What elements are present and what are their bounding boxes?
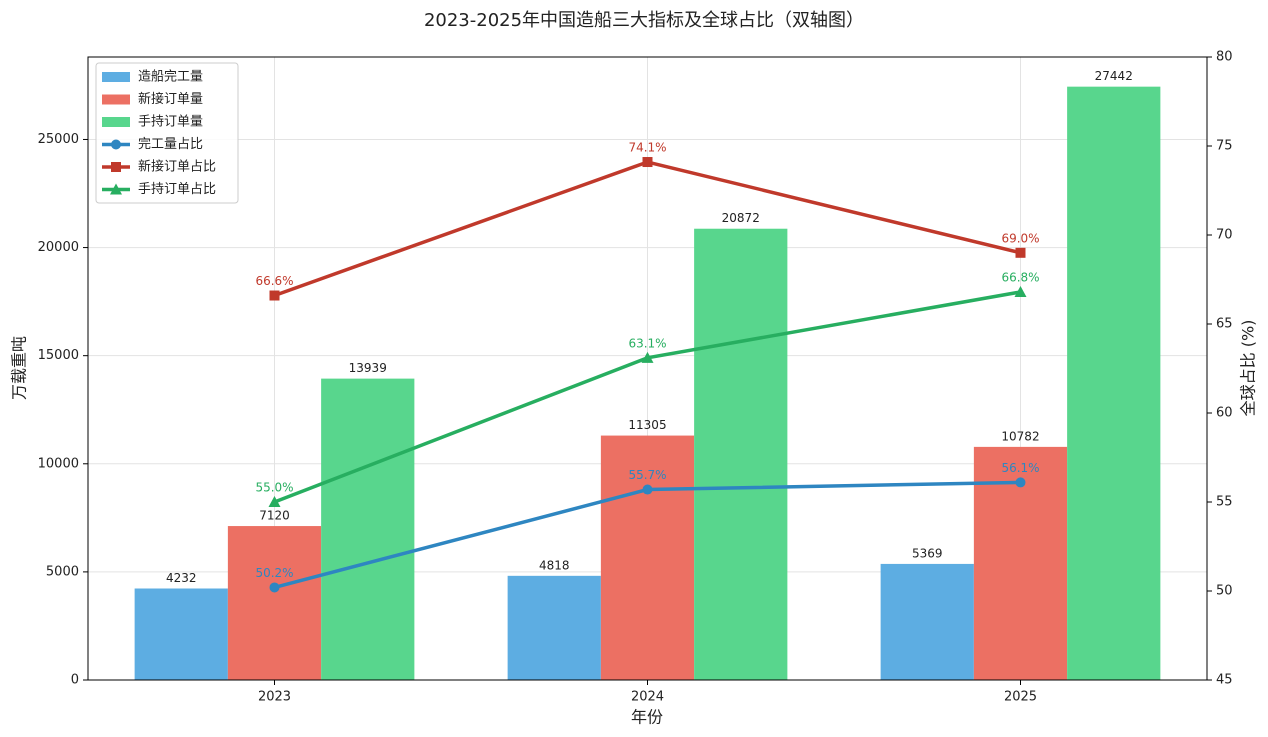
x-tick-label: 2023 [258,690,291,705]
bar [694,228,788,681]
y2-tick-label: 45 [1216,673,1233,688]
bar-value-label: 7120 [259,509,290,523]
bar-value-label: 20872 [722,211,760,225]
legend-label: 新接订单量 [138,91,203,107]
y2-tick-label: 80 [1216,50,1233,65]
legend-swatch [102,72,130,82]
bar [134,588,228,680]
y2-tick-label: 75 [1216,139,1233,154]
bar-value-label: 5369 [912,546,943,560]
y-tick-label: 10000 [38,456,79,471]
line-value-label: 55.0% [255,481,293,495]
y-tick-label: 15000 [38,348,79,363]
line-value-label: 74.1% [628,141,666,155]
bar-value-label: 11305 [628,418,666,432]
y2-tick-label: 70 [1216,228,1233,243]
line-marker [268,496,281,507]
legend-marker [111,139,121,150]
y-tick-label: 5000 [46,564,79,579]
x-tick-label: 2024 [631,690,664,705]
line-marker [1014,285,1027,297]
legend-box [95,62,239,204]
legend-swatch [102,117,130,127]
y2-axis-label: 全球占比 (%) [1239,320,1258,417]
line-value-label: 63.1% [628,336,666,350]
line-marker [642,484,653,495]
y2-tick-label: 50 [1216,584,1233,599]
y-tick-label: 20000 [38,240,79,255]
line-value-label: 56.1% [1001,461,1039,475]
bar-value-label: 27442 [1095,69,1133,83]
y-axis-label: 万载重吨 [10,336,29,400]
bar-value-label: 4232 [166,571,197,585]
line-marker [1015,477,1026,488]
y2-tick-label: 60 [1216,406,1233,421]
y-tick-label: 25000 [38,132,79,147]
line-marker [269,582,280,593]
legend-marker [111,162,121,172]
y2-tick-label: 55 [1216,495,1233,510]
line-marker [269,290,280,301]
legend-label: 手持订单量 [138,115,203,130]
bar [321,378,415,680]
line-marker [1015,247,1026,258]
legend-label: 新接订单占比 [138,159,216,175]
line-marker [641,351,654,363]
bar [600,435,695,680]
line-value-label: 55.7% [628,468,666,482]
line-value-label: 50.2% [255,566,293,580]
bar [507,575,601,680]
bar-value-label: 10782 [1001,429,1039,443]
legend-label: 完工量占比 [138,137,203,152]
y-tick-label: 0 [71,673,79,688]
bar [227,526,322,680]
legend-swatch [102,94,130,105]
bar [880,563,974,680]
line-value-label: 69.0% [1001,231,1039,245]
chart-title: 2023-2025年中国造船三大指标及全球占比（双轴图） [424,10,864,31]
bar [1067,86,1161,680]
line-value-label: 66.8% [1001,270,1039,284]
x-axis-label: 年份 [631,708,663,727]
line-marker [642,157,653,168]
bar-value-label: 4818 [539,558,570,572]
legend-label: 造船完工量 [138,70,203,85]
legend-marker [110,183,122,195]
line-value-label: 66.6% [255,274,293,288]
y2-tick-label: 65 [1216,317,1233,332]
bar-value-label: 13939 [349,361,387,375]
legend-label: 手持订单占比 [138,182,216,197]
x-tick-label: 2025 [1004,690,1037,705]
